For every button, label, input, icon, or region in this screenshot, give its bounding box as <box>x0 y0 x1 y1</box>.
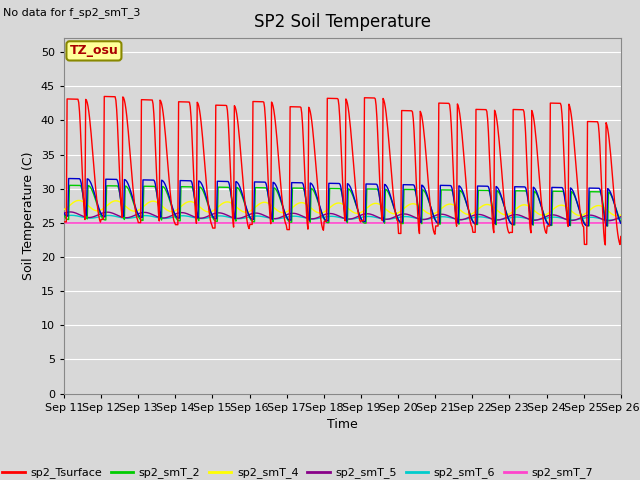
Y-axis label: Soil Temperature (C): Soil Temperature (C) <box>22 152 35 280</box>
Legend: sp2_Tsurface, sp2_smT_1, sp2_smT_2, sp2_smT_4, sp2_smT_5, sp2_smT_6, sp2_smT_7: sp2_Tsurface, sp2_smT_1, sp2_smT_2, sp2_… <box>0 463 598 480</box>
Text: No data for f_sp2_smT_3: No data for f_sp2_smT_3 <box>3 7 141 18</box>
Text: TZ_osu: TZ_osu <box>70 44 118 58</box>
Title: SP2 Soil Temperature: SP2 Soil Temperature <box>254 13 431 31</box>
X-axis label: Time: Time <box>327 418 358 431</box>
